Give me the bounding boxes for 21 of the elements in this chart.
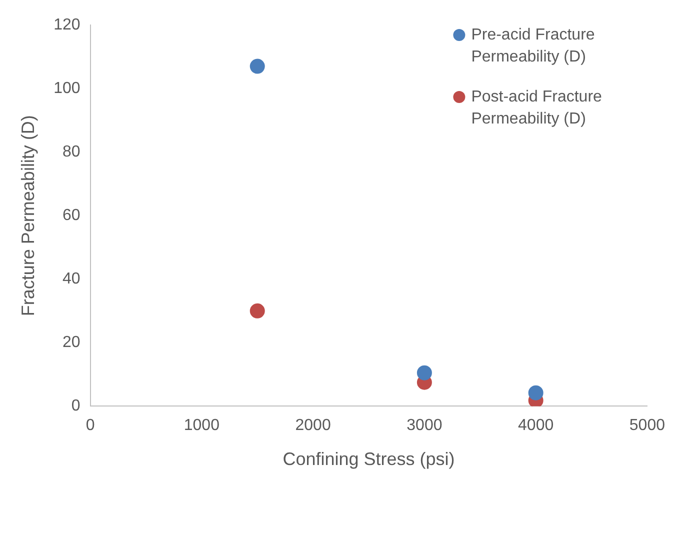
y-tick-label: 80 [62, 143, 80, 160]
y-axis-title: Fracture Permeability (D) [18, 115, 38, 316]
legend-label: Post-acid Fracture Permeability (D) [471, 88, 602, 128]
point [416, 365, 432, 380]
x-tick-label: 3000 [406, 417, 442, 434]
x-tick-label: 4000 [518, 417, 554, 434]
x-tick-label: 2000 [295, 417, 331, 434]
y-tick-label: 120 [54, 16, 80, 34]
y-tick-label: 60 [62, 207, 80, 224]
y-tick-label: 0 [71, 398, 80, 415]
x-tick-label: 0 [86, 417, 95, 434]
x-tick-label: 5000 [629, 417, 666, 434]
point [250, 58, 265, 74]
x-axis-title: Confining Stress (psi) [282, 449, 455, 470]
point [528, 385, 544, 400]
y-tick-label: 100 [54, 80, 80, 97]
legend-label: Pre-acid Fracture Permeability (D) [471, 26, 595, 66]
y-tick-label: 20 [62, 334, 80, 352]
x-tick-label: 1000 [184, 417, 220, 434]
y-tick-label: 40 [62, 270, 80, 288]
point [250, 303, 265, 318]
